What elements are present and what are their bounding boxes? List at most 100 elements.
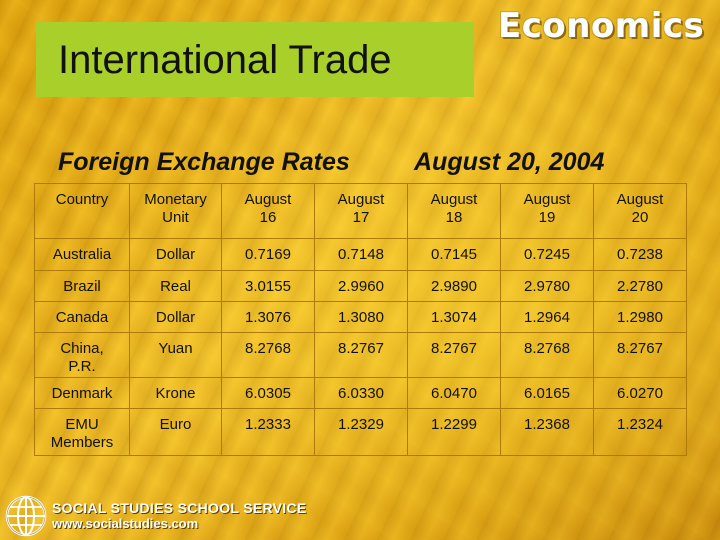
- cell-country: Australia: [34, 238, 130, 271]
- cell-text: Unit: [162, 209, 189, 226]
- cell-aug-16: 0.7169: [221, 238, 315, 271]
- cell-text: 2.9890: [431, 278, 477, 295]
- cell-country: Canada: [34, 301, 130, 333]
- cell-monetary-unit: Dollar: [129, 301, 222, 333]
- cell-aug-19: 0.7245: [500, 238, 594, 271]
- cell-text: 0.7148: [338, 246, 384, 263]
- cell-aug-18: 1.2299: [407, 408, 501, 456]
- cell-text: 6.0330: [338, 385, 384, 402]
- cell-text: 1.3080: [338, 309, 384, 326]
- cell-aug-19: 1.2368: [500, 408, 594, 456]
- subtitle-left: Foreign Exchange Rates: [58, 148, 350, 176]
- cell-text: Canada: [55, 309, 109, 326]
- cell-monetary-unit: Dollar: [129, 238, 222, 271]
- publisher-url[interactable]: www.socialstudies.com: [52, 516, 199, 531]
- cell-text: 6.0270: [617, 385, 663, 402]
- cell-aug-17: 1.2329: [314, 408, 408, 456]
- header-cell-aug-16: August 16: [221, 183, 315, 239]
- cell-text: 2.2780: [617, 278, 663, 295]
- cell-aug-17: 2.9960: [314, 270, 408, 302]
- cell-text: Dollar: [155, 246, 196, 263]
- cell-text: Euro: [159, 416, 192, 433]
- table-row: EMU Members Euro 1.2333 1.2329 1.2299 1.2368 1.…: [34, 408, 687, 456]
- cell-aug-17: 8.2767: [314, 332, 408, 378]
- cell-aug-16: 8.2768: [221, 332, 315, 378]
- cell-aug-17: 1.3080: [314, 301, 408, 333]
- cell-country: Brazil: [34, 270, 130, 302]
- header-cell-aug-20: August 20: [593, 183, 687, 239]
- cell-text: 0.7169: [245, 246, 291, 263]
- cell-text: 18: [445, 209, 463, 226]
- cell-text: 8.2767: [338, 340, 384, 357]
- cell-country: Denmark: [34, 377, 130, 409]
- cell-text: August: [430, 191, 478, 208]
- cell-text: Monetary: [144, 191, 207, 208]
- cell-aug-18: 2.9890: [407, 270, 501, 302]
- cell-text: 1.2964: [524, 309, 570, 326]
- cell-aug-19: 8.2768: [500, 332, 594, 378]
- cell-aug-18: 6.0470: [407, 377, 501, 409]
- exchange-rate-table: Country Monetary Unit August 16 August 17 Augus…: [34, 183, 687, 456]
- cell-text: Australia: [52, 246, 112, 263]
- globe-icon: [5, 495, 47, 537]
- cell-text: Brazil: [63, 278, 101, 295]
- cell-aug-20: 8.2767: [593, 332, 687, 378]
- header-cell-country: Country: [34, 183, 130, 239]
- cell-text: 8.2767: [431, 340, 477, 357]
- cell-aug-16: 6.0305: [221, 377, 315, 409]
- cell-text: August: [337, 191, 385, 208]
- title-box: International Trade: [36, 22, 474, 97]
- cell-aug-19: 1.2964: [500, 301, 594, 333]
- table-row: Canada Dollar 1.3076 1.3080 1.3074 1.2964 1.29…: [34, 301, 687, 333]
- cell-monetary-unit: Yuan: [129, 332, 222, 378]
- cell-monetary-unit: Real: [129, 270, 222, 302]
- cell-aug-20: 0.7238: [593, 238, 687, 271]
- cell-aug-19: 2.9780: [500, 270, 594, 302]
- cell-text: 2.9960: [338, 278, 384, 295]
- table-row: China, P.R. Yuan 8.2768 8.2767 8.2767 8.2768 8.…: [34, 332, 687, 378]
- cell-text: August: [244, 191, 292, 208]
- economics-logo: Economics: [498, 6, 705, 46]
- cell-text: 1.3076: [245, 309, 291, 326]
- cell-text: Real: [160, 278, 191, 295]
- cell-text: Denmark: [51, 385, 113, 402]
- cell-text: 1.2368: [524, 416, 570, 433]
- cell-text: 2.9780: [524, 278, 570, 295]
- cell-text: P.R.: [68, 358, 96, 375]
- cell-text: 1.2329: [338, 416, 384, 433]
- cell-aug-16: 3.0155: [221, 270, 315, 302]
- cell-country: China, P.R.: [34, 332, 130, 378]
- cell-text: 8.2768: [245, 340, 291, 357]
- cell-text: Dollar: [155, 309, 196, 326]
- cell-aug-19: 6.0165: [500, 377, 594, 409]
- cell-aug-17: 0.7148: [314, 238, 408, 271]
- cell-aug-17: 6.0330: [314, 377, 408, 409]
- cell-aug-20: 1.2324: [593, 408, 687, 456]
- cell-text: EMU: [65, 416, 99, 433]
- header-cell-aug-18: August 18: [407, 183, 501, 239]
- cell-text: China,: [60, 340, 104, 357]
- cell-text: 1.2980: [617, 309, 663, 326]
- cell-text: 0.7145: [431, 246, 477, 263]
- cell-text: 3.0155: [245, 278, 291, 295]
- cell-text: 1.2299: [431, 416, 477, 433]
- slide-title: International Trade: [58, 38, 392, 82]
- cell-aug-18: 0.7145: [407, 238, 501, 271]
- table-row: Brazil Real 3.0155 2.9960 2.9890 2.9780 2.2780: [34, 270, 687, 302]
- cell-text: 1.2333: [245, 416, 291, 433]
- publisher-name: SOCIAL STUDIES SCHOOL SERVICE: [52, 500, 307, 516]
- cell-text: Country: [55, 191, 109, 208]
- cell-text: 1.3074: [431, 309, 477, 326]
- cell-text: August: [523, 191, 571, 208]
- cell-text: August: [616, 191, 664, 208]
- cell-aug-18: 1.3074: [407, 301, 501, 333]
- cell-text: Krone: [155, 385, 196, 402]
- table-row: Denmark Krone 6.0305 6.0330 6.0470 6.0165 6.02…: [34, 377, 687, 409]
- cell-aug-20: 1.2980: [593, 301, 687, 333]
- cell-text: Yuan: [158, 340, 193, 357]
- cell-text: 6.0470: [431, 385, 477, 402]
- cell-text: Members: [50, 434, 114, 451]
- table-header-row: Country Monetary Unit August 16 August 17 Augus…: [34, 183, 687, 239]
- cell-monetary-unit: Euro: [129, 408, 222, 456]
- cell-country: EMU Members: [34, 408, 130, 456]
